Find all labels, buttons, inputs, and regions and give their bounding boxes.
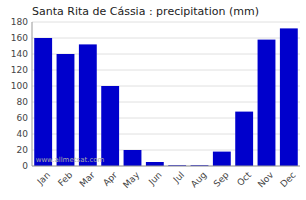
bars	[34, 28, 298, 166]
x-tick-label: Sep	[212, 170, 231, 189]
x-tick-label: Nov	[256, 169, 276, 189]
bar	[34, 38, 52, 166]
y-tick-label: 160	[11, 33, 28, 43]
x-axis: JanFebMarAprMayJun JulAugSepOctNovDec	[35, 169, 298, 190]
y-tick-label: 180	[11, 17, 28, 27]
bar	[258, 40, 276, 166]
y-axis: 0 20 40 60 80 100 120 140 160 180	[11, 17, 28, 171]
y-tick-label: 20	[17, 145, 29, 155]
x-tick-label: Aug	[189, 170, 209, 190]
grid-line	[32, 22, 300, 23]
bar	[280, 28, 298, 166]
grid-line	[32, 38, 300, 39]
x-tick-label: May	[121, 169, 142, 190]
x-tick-label: Apr	[101, 170, 119, 188]
chart-container: 020406080100120140160180JanFebMarAprMayJ…	[0, 0, 306, 200]
x-tick-label: Jun	[146, 170, 164, 188]
bar	[101, 86, 119, 166]
bar	[235, 112, 253, 166]
x-tick-label: Dec	[278, 170, 297, 189]
x-axis-line	[32, 166, 300, 167]
y-tick-label: 100	[11, 81, 28, 91]
y-tick-label: 120	[11, 65, 28, 75]
bar	[213, 152, 231, 166]
grid-line	[32, 166, 300, 167]
x-tick-label: Jul	[171, 170, 186, 185]
y-tick-label: 40	[17, 129, 29, 139]
bar	[124, 150, 142, 166]
title: Santa Rita de Cássia : precipitation (mm…	[32, 5, 259, 18]
y-tick-label: 60	[17, 113, 29, 123]
x-tick-label: Feb	[56, 170, 75, 189]
chart: 020406080100120140160180JanFebMarAprMayJ…	[0, 0, 306, 200]
y-tick-label: 140	[11, 49, 28, 59]
bar	[57, 54, 75, 166]
x-tick-label: Jan	[35, 170, 53, 188]
bar	[79, 44, 97, 166]
y-tick-label: 0	[22, 161, 28, 171]
y-tick-label: 80	[17, 97, 29, 107]
y-axis-line	[32, 22, 33, 166]
x-tick-label: Mar	[78, 170, 97, 189]
x-tick-label: Oct	[235, 170, 253, 188]
bar	[146, 162, 164, 166]
watermark: www.allmetsat.com	[36, 156, 105, 164]
grid	[32, 22, 300, 166]
